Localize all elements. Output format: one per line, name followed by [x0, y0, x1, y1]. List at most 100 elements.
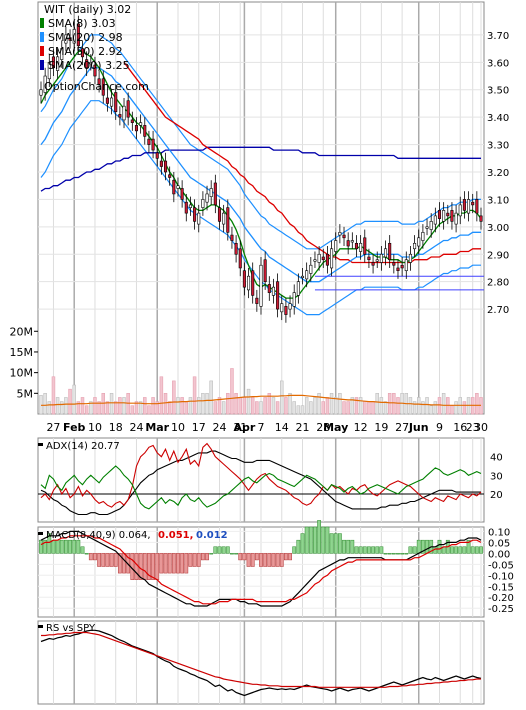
candle-body: [475, 199, 479, 214]
macd-tick-label: 0.00: [488, 549, 510, 560]
volume-bar: [288, 393, 292, 415]
volume-bar: [64, 397, 68, 415]
volume-bar: [475, 393, 479, 415]
candle-body: [263, 259, 267, 282]
volume-bar: [367, 401, 371, 415]
legend-entry: SMA(200) 3.25: [48, 59, 130, 72]
candle-body: [168, 174, 172, 178]
volume-average-line: [41, 394, 481, 406]
macd-histogram-bar: [437, 539, 442, 554]
volume-bar: [433, 401, 438, 415]
candle-body: [271, 286, 275, 296]
sma50-line: [123, 61, 481, 264]
x-tick-label: 10: [171, 421, 185, 434]
candle-body: [317, 253, 321, 263]
candle-body: [342, 234, 346, 239]
macd-histogram-bar: [225, 546, 230, 554]
candle-body: [89, 62, 93, 65]
candle-body: [60, 48, 64, 60]
candle-body: [64, 34, 68, 44]
candle-body: [47, 62, 51, 80]
macd-histogram-bar: [342, 539, 346, 554]
volume-bar: [89, 401, 93, 415]
candle-body: [330, 248, 334, 269]
volume-bar: [363, 401, 367, 415]
adx-tick-label: 30: [490, 471, 503, 482]
volume-bar: [159, 376, 164, 415]
candle-body: [155, 152, 159, 159]
macd-histogram-bar: [292, 546, 297, 554]
candle-body: [471, 201, 475, 206]
candle-body: [251, 270, 255, 296]
x-tick-label: Apr: [233, 421, 255, 434]
candle-body: [421, 232, 425, 241]
macd-histogram-bar: [68, 539, 72, 554]
volume-bar: [416, 397, 421, 415]
volume-bar: [105, 401, 110, 415]
volume-bar: [138, 401, 143, 415]
x-tick-label: 30: [474, 421, 488, 434]
macd-histogram-bar: [466, 539, 471, 554]
macd-histogram-bar: [458, 546, 463, 554]
volume-bar: [437, 397, 442, 415]
volume-bar: [188, 397, 193, 415]
candle-body: [359, 242, 363, 252]
candle-body: [313, 259, 317, 262]
volume-bar: [333, 397, 338, 415]
volume-bar: [80, 397, 85, 415]
volume-bar: [184, 401, 189, 415]
volume-bar: [450, 405, 454, 415]
macd-histogram-bar: [362, 546, 367, 554]
volume-bar: [375, 393, 379, 415]
volume-bar: [72, 384, 76, 415]
macd-histogram-bar: [346, 539, 351, 554]
candle-body: [433, 215, 437, 225]
macd-histogram-bar: [151, 553, 155, 580]
x-tick-label: 14: [275, 421, 289, 434]
volume-bar: [167, 401, 172, 415]
macd-histogram-bar: [383, 553, 388, 555]
volume-bar: [217, 397, 222, 415]
volume-bar: [371, 401, 375, 415]
macd-histogram-bar: [80, 546, 85, 554]
volume-bar: [226, 393, 230, 415]
candle-body: [184, 201, 188, 214]
volume-bar: [39, 395, 43, 415]
volume-bar: [280, 380, 284, 415]
macd-histogram-bar: [76, 539, 81, 554]
candle-body: [180, 188, 184, 200]
candle-body: [309, 264, 313, 274]
volume-bar: [421, 401, 425, 415]
volume-bar: [271, 397, 276, 415]
macd-histogram-bar: [188, 553, 193, 567]
price-tick-label: 2.90: [487, 250, 509, 261]
macd-histogram-bar: [271, 553, 276, 567]
volume-bar: [284, 397, 288, 415]
volume-tick-label: 10M: [10, 367, 34, 380]
macd-histogram-bar: [147, 553, 151, 580]
macd-histogram-bar: [97, 553, 102, 567]
x-tick-label: 18: [109, 421, 123, 434]
volume-bar: [209, 380, 213, 415]
volume-bar: [147, 405, 151, 415]
volume-bar: [304, 397, 309, 415]
candle-body: [325, 253, 329, 266]
candle-body: [122, 105, 126, 121]
legend-entry: SMA(20) 2.98: [48, 31, 123, 44]
rs-title-marker: [38, 625, 43, 628]
candle-body: [110, 97, 114, 107]
macd-signal-value: 0.051,: [158, 530, 193, 541]
volume-bar: [205, 393, 209, 415]
volume-bar: [109, 393, 114, 415]
sma20-line: [40, 67, 481, 283]
macd-histogram-bar: [412, 546, 417, 554]
volume-bar: [429, 405, 433, 415]
candle-body: [467, 199, 471, 214]
x-tick-label: 27: [395, 421, 409, 434]
macd-histogram-bar: [72, 539, 77, 554]
candle-body: [172, 179, 176, 195]
macd-histogram-bar: [304, 526, 309, 554]
x-tick-label: 10: [88, 421, 102, 434]
macd-histogram-bar: [105, 553, 110, 567]
